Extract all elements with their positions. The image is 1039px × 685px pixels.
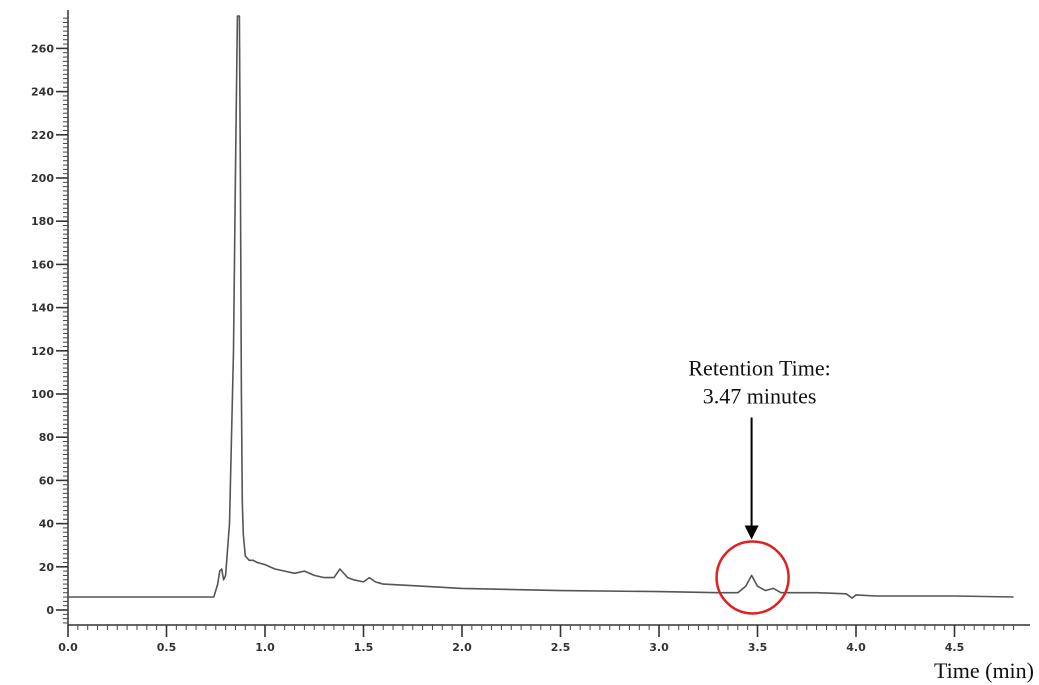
axes: 0 20 40 60 80 100 120 140 160 180 200 220 240 260 0.0…	[31, 10, 1030, 654]
y-tick-label: 80	[39, 431, 55, 444]
y-tick-label: 120	[31, 345, 54, 358]
y-tick-label: 0	[46, 604, 54, 617]
x-tick-label: 1.0	[255, 641, 275, 654]
y-tick-label: 40	[39, 518, 55, 531]
x-tick-label: 3.5	[748, 641, 768, 654]
y-tick-label: 240	[31, 86, 54, 99]
y-tick-label: 220	[31, 129, 54, 142]
annotation-label-line1: Retention Time:	[688, 355, 830, 380]
x-tick-label: 3.0	[649, 641, 669, 654]
y-tick-label: 60	[39, 474, 55, 487]
y-tick-label: 180	[31, 215, 54, 228]
y-tick-label: 200	[31, 172, 54, 185]
annotation-label-line2: 3.47 minutes	[703, 383, 817, 408]
annotation: Retention Time: 3.47 minutes	[688, 355, 831, 615]
y-tick-label: 160	[31, 258, 54, 271]
x-tick-label: 1.5	[354, 641, 374, 654]
series-layer	[68, 15, 1014, 599]
y-tick-label: 140	[31, 302, 54, 315]
y-major-ticks: 0 20 40 60 80 100 120 140 160 180 200 220 240 260	[31, 42, 68, 617]
x-tick-label: 0.5	[157, 641, 177, 654]
y-minor-ticks	[63, 17, 68, 624]
y-tick-label: 260	[31, 42, 54, 55]
x-tick-label: 2.0	[452, 641, 472, 654]
x-tick-label: 2.5	[551, 641, 571, 654]
y-tick-label: 100	[31, 388, 54, 401]
x-tick-label: 0.0	[58, 641, 78, 654]
annotation-arrowhead	[744, 525, 759, 540]
y-tick-label: 20	[39, 561, 55, 574]
x-major-ticks: 0.0 0.5 1.0 1.5 2.0 2.5 3.0 3.5 4.0 4.5	[58, 625, 964, 654]
x-tick-label: 4.5	[945, 641, 965, 654]
retention-peak-circle	[715, 540, 790, 615]
x-axis-title: Time (min)	[934, 658, 1034, 683]
x-tick-label: 4.0	[846, 641, 866, 654]
chromatogram-trace	[68, 15, 1014, 599]
